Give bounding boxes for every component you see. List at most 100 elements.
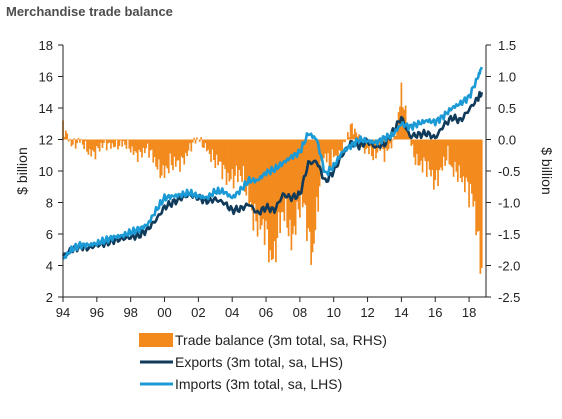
trade-balance-bar xyxy=(462,139,465,177)
trade-balance-bar xyxy=(155,139,157,167)
trade-balance-bar xyxy=(370,139,373,157)
trade-balance-bar xyxy=(449,139,452,166)
x-tick-label: 04 xyxy=(225,305,239,320)
trade-balance-bar xyxy=(330,139,332,168)
trade-balance-bar xyxy=(234,139,236,176)
trade-balance-bar xyxy=(306,139,308,242)
trade-balance-bar xyxy=(284,139,287,199)
trade-balance-bar xyxy=(217,139,219,166)
trade-balance-bar xyxy=(325,139,328,163)
trade-balance-bar xyxy=(352,134,355,140)
trade-balance-bar xyxy=(211,139,214,150)
left-tick-label: 12 xyxy=(39,133,53,148)
trade-balance-bar xyxy=(77,137,80,140)
right-tick-label: -1.5 xyxy=(498,227,520,242)
right-tick-label: -0.5 xyxy=(498,164,520,179)
trade-balance-bar xyxy=(205,139,208,152)
trade-balance-bar xyxy=(251,139,253,211)
trade-balance-bar xyxy=(272,139,274,259)
trade-balance-bar xyxy=(121,139,124,147)
trade-balance-bar xyxy=(94,139,97,160)
legend-label: Trade balance (3m total, sa, RHS) xyxy=(175,332,387,348)
trade-balance-bar xyxy=(346,132,349,140)
trade-balance-bar xyxy=(112,139,115,148)
trade-balance-bar xyxy=(279,139,281,234)
trade-balance-bar xyxy=(317,139,320,212)
trade-balance-bar xyxy=(383,139,386,162)
left-tick-label: 18 xyxy=(39,38,53,53)
trade-balance-bar xyxy=(134,139,136,151)
x-tick-label: 10 xyxy=(326,305,340,320)
trade-balance-bar xyxy=(444,139,446,166)
left-tick-label: 4 xyxy=(46,259,53,274)
trade-balance-bar xyxy=(187,139,190,151)
x-tick-label: 18 xyxy=(462,305,476,320)
trade-balance-bar xyxy=(406,126,408,140)
trade-balance-bar xyxy=(172,139,174,171)
trade-balance-bar xyxy=(180,139,183,157)
trade-balance-bar xyxy=(308,139,311,232)
trade-balance-bar xyxy=(239,139,242,176)
right-tick-label: -1.0 xyxy=(498,196,520,211)
trade-balance-bar xyxy=(372,139,375,161)
trade-balance-bar xyxy=(88,139,91,149)
trade-balance-bar xyxy=(103,139,105,144)
trade-balance-bar xyxy=(73,138,76,140)
trade-balance-bar xyxy=(320,139,322,161)
trade-balance-bar xyxy=(400,82,403,140)
trade-balance-bar xyxy=(190,139,193,152)
trade-balance-bar xyxy=(252,139,255,231)
trade-balance-bar xyxy=(138,139,140,150)
chart-title: Merchandise trade balance xyxy=(6,4,173,19)
trade-balance-bar xyxy=(143,139,146,154)
trade-balance-bar xyxy=(229,139,232,180)
trade-balance-bar xyxy=(183,139,186,165)
trade-balance-bar xyxy=(173,139,176,157)
trade-balance-bar xyxy=(98,139,101,152)
trade-balance-bar xyxy=(203,139,205,149)
trade-balance-bar xyxy=(124,139,126,145)
trade-balance-bar xyxy=(280,139,283,213)
trade-balance-bar xyxy=(110,139,112,149)
trade-balance-bar xyxy=(432,139,435,190)
x-tick-label: 14 xyxy=(394,305,408,320)
right-tick-label: 1.0 xyxy=(498,70,516,85)
trade-balance-bar xyxy=(438,139,441,171)
trade-balance-bar xyxy=(158,139,160,160)
trade-balance-bar xyxy=(472,139,475,207)
trade-balance-bar xyxy=(268,139,270,263)
trade-balance-bar xyxy=(236,139,239,183)
trade-balance-bar xyxy=(136,139,139,162)
trade-balance-bar xyxy=(95,139,98,146)
trade-balance-bar xyxy=(455,139,458,172)
left-tick-label: 16 xyxy=(39,70,53,85)
right-axis-title: $ billion xyxy=(539,147,555,194)
trade-balance-bar xyxy=(238,139,241,170)
trade-balance-bar xyxy=(83,139,85,150)
trade-balance-bar xyxy=(479,139,482,274)
trade-balance-bar xyxy=(417,139,420,166)
trade-balance-bar xyxy=(169,139,172,154)
trade-balance-bar xyxy=(165,139,167,166)
trade-balance-bar xyxy=(241,139,243,182)
trade-balance-bar xyxy=(128,139,131,149)
trade-balance-bar xyxy=(90,139,93,157)
trade-balance-bar xyxy=(135,139,138,153)
legend-label: Imports (3m total, sa, LHS) xyxy=(175,376,342,392)
trade-balance-bar xyxy=(440,139,442,168)
trade-balance-bar xyxy=(265,139,267,221)
trade-balance-bar xyxy=(235,139,238,166)
trade-balance-bar xyxy=(139,139,142,152)
trade-balance-bar xyxy=(273,139,276,242)
trade-balance-bar xyxy=(413,139,415,158)
trade-balance-bar xyxy=(79,139,81,143)
trade-balance-bar xyxy=(213,139,215,161)
trade-balance-bar xyxy=(167,139,170,174)
trade-balance-bar xyxy=(228,139,231,182)
trade-balance-bar xyxy=(301,139,304,208)
trade-balance-bar xyxy=(262,139,265,220)
x-tick-label: 94 xyxy=(56,305,70,320)
trade-balance-bar xyxy=(418,139,421,166)
trade-balance-bar xyxy=(117,139,119,150)
trade-balance-bar xyxy=(437,139,439,187)
